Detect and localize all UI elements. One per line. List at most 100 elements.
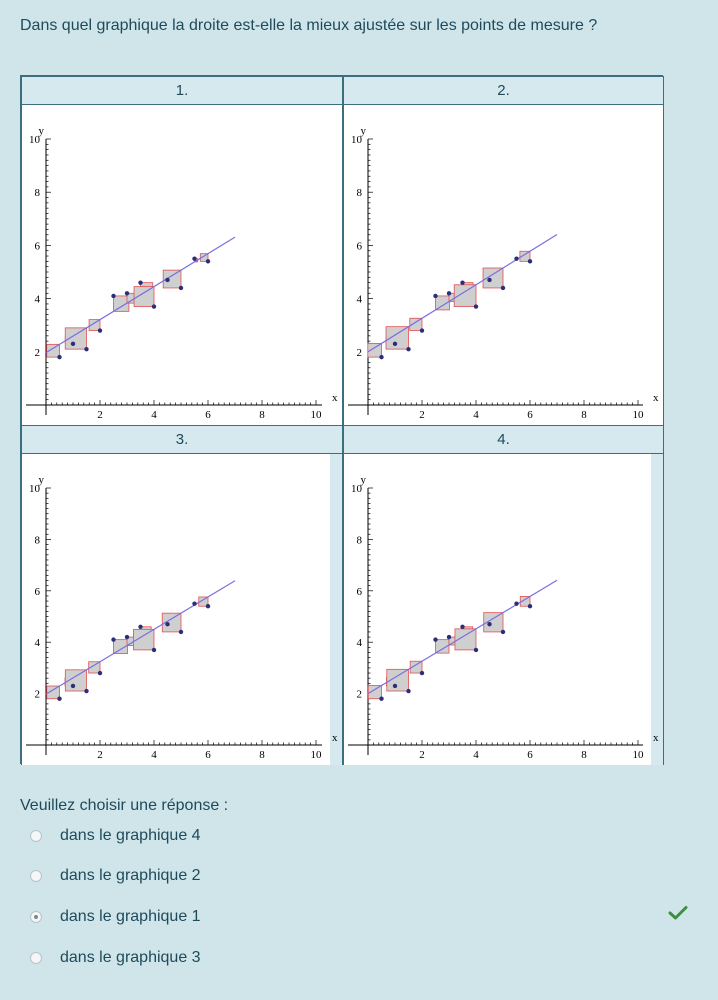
x-tick-label: 10 bbox=[311, 409, 323, 421]
data-point bbox=[97, 670, 103, 676]
scatter-plot: 2 4 6 8 10 2 4 6 8 10 x y bbox=[22, 105, 342, 425]
x-tick-label: 10 bbox=[311, 749, 323, 761]
option-graph-4[interactable]: dans le graphique 4 bbox=[30, 824, 201, 848]
data-point bbox=[138, 280, 143, 285]
data-point bbox=[97, 328, 103, 333]
data-point bbox=[433, 637, 438, 642]
residual-square bbox=[198, 596, 209, 607]
x-tick-label: 4 bbox=[151, 409, 157, 421]
data-point bbox=[57, 354, 62, 360]
x-tick-label: 10 bbox=[633, 409, 645, 421]
residual-square bbox=[367, 343, 382, 358]
residual-square bbox=[113, 295, 130, 312]
y-tick-label: 2 bbox=[357, 347, 363, 359]
data-point bbox=[433, 293, 438, 299]
fit-line bbox=[367, 579, 558, 695]
residual-square bbox=[133, 286, 155, 307]
data-point bbox=[460, 624, 465, 629]
option-graph-2[interactable]: dans le graphique 2 bbox=[30, 864, 201, 888]
residual-square bbox=[453, 284, 477, 307]
y-tick-label: 8 bbox=[357, 187, 363, 199]
data-point bbox=[527, 259, 533, 264]
residual-square bbox=[64, 327, 87, 350]
residual-square bbox=[385, 326, 409, 350]
x-tick-label: 8 bbox=[581, 409, 587, 421]
option-graph-3[interactable]: dans le graphique 3 bbox=[30, 946, 201, 970]
y-tick-label: 10 bbox=[29, 483, 41, 495]
data-point bbox=[392, 683, 398, 689]
x-tick-label: 6 bbox=[205, 409, 211, 421]
chart-panel-1: 2 4 6 8 10 2 4 6 8 10 x y bbox=[21, 105, 343, 425]
radio-button[interactable] bbox=[30, 952, 42, 964]
y-axis-label: y bbox=[361, 474, 367, 486]
radio-button[interactable] bbox=[30, 830, 42, 842]
option-label: dans le graphique 4 bbox=[60, 827, 201, 844]
fit-line bbox=[367, 233, 558, 353]
data-point bbox=[138, 624, 143, 629]
x-tick-label: 2 bbox=[97, 749, 103, 761]
data-point bbox=[192, 256, 197, 261]
chart-panel-3: 2 4 6 8 10 2 4 6 8 10 x y bbox=[21, 454, 343, 765]
radio-button[interactable] bbox=[30, 911, 42, 923]
y-tick-label: 6 bbox=[35, 240, 41, 252]
x-axis-label: x bbox=[332, 732, 338, 744]
x-tick-label: 8 bbox=[581, 749, 587, 761]
data-point bbox=[84, 346, 89, 352]
data-point bbox=[446, 634, 452, 640]
option-label: dans le graphique 1 bbox=[60, 908, 201, 925]
residual-square bbox=[162, 269, 182, 289]
residual-square bbox=[88, 661, 101, 674]
y-axis-label: y bbox=[39, 474, 45, 486]
data-point bbox=[514, 601, 519, 606]
y-tick-label: 10 bbox=[351, 134, 363, 146]
residual-square bbox=[409, 317, 423, 331]
data-point bbox=[151, 304, 157, 309]
panel-header-3: 3. bbox=[21, 425, 343, 454]
checkmark-icon bbox=[668, 906, 688, 920]
x-tick-label: 2 bbox=[419, 409, 425, 421]
data-point bbox=[165, 277, 170, 283]
y-tick-label: 6 bbox=[357, 586, 363, 598]
data-point bbox=[70, 341, 76, 347]
data-point bbox=[151, 647, 157, 653]
data-point bbox=[379, 696, 384, 701]
y-tick-label: 10 bbox=[29, 134, 41, 146]
scatter-plot: 2 4 6 8 10 2 4 6 8 10 x y bbox=[344, 454, 659, 765]
chart-panel-4: 2 4 6 8 10 2 4 6 8 10 x y bbox=[343, 454, 664, 765]
residual-square bbox=[519, 596, 531, 607]
data-point bbox=[178, 285, 184, 291]
residual-square bbox=[519, 250, 531, 262]
x-tick-label: 10 bbox=[633, 749, 645, 761]
data-point bbox=[487, 277, 492, 283]
x-axis-label: x bbox=[653, 732, 659, 744]
data-point bbox=[392, 341, 398, 347]
option-graph-1[interactable]: dans le graphique 1 bbox=[30, 905, 201, 929]
scatter-plot: 2 4 6 8 10 2 4 6 8 10 x y bbox=[344, 105, 663, 425]
data-point bbox=[406, 688, 411, 694]
y-tick-label: 4 bbox=[35, 294, 41, 306]
data-point bbox=[84, 688, 89, 694]
x-tick-label: 8 bbox=[259, 409, 265, 421]
panel-header-1: 1. bbox=[21, 76, 343, 105]
residual-square bbox=[386, 668, 409, 692]
data-point bbox=[473, 647, 479, 653]
radio-button[interactable] bbox=[30, 870, 42, 882]
question-text: Dans quel graphique la droite est-elle l… bbox=[20, 17, 598, 34]
residual-square bbox=[483, 612, 504, 633]
x-tick-label: 6 bbox=[527, 409, 533, 421]
y-tick-label: 8 bbox=[35, 534, 41, 546]
data-point bbox=[165, 622, 170, 627]
data-point bbox=[406, 346, 411, 352]
data-point bbox=[527, 604, 533, 609]
panel-header-4: 4. bbox=[343, 425, 664, 454]
option-label: dans le graphique 3 bbox=[60, 949, 201, 966]
charts-table: 1. 2. 2 4 6 8 10 2 4 6 8 10 x y 2 4 6 8 10 2 4 6 8 10 x y 3. 4… bbox=[20, 75, 664, 765]
y-axis-label: y bbox=[361, 125, 367, 137]
fit-line bbox=[45, 236, 236, 354]
x-axis-label: x bbox=[332, 392, 338, 404]
y-tick-label: 2 bbox=[35, 347, 41, 359]
data-point bbox=[57, 696, 62, 701]
residual-square bbox=[133, 628, 155, 651]
scatter-plot: 2 4 6 8 10 2 4 6 8 10 x y bbox=[22, 454, 338, 765]
x-tick-label: 4 bbox=[151, 749, 157, 761]
